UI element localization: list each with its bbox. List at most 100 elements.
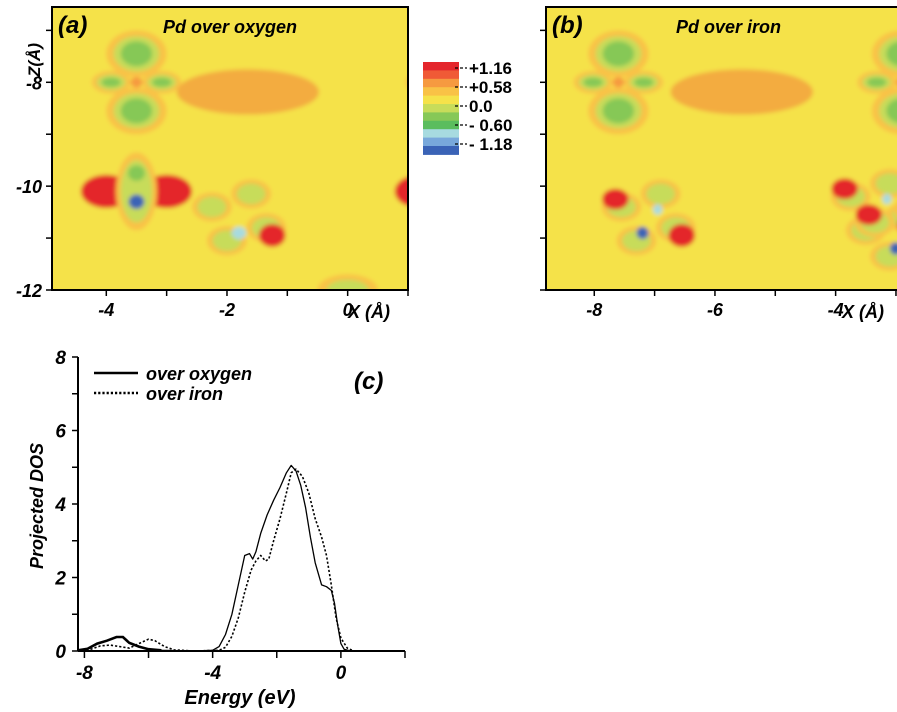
panel-a-xlabel: X (Å) <box>347 302 390 322</box>
colorbar-label: - 1.18 <box>469 135 512 154</box>
panel-c-ylabel: Projected DOS <box>27 443 47 569</box>
feature-dxy_lobes-1-core <box>886 99 897 123</box>
contour-fill <box>546 7 897 290</box>
contour-map-a <box>52 7 506 290</box>
feature-dz2_pd-3-top <box>442 165 459 181</box>
feature-cross_fe-2-red <box>668 224 696 247</box>
colorbar-label: 0.0 <box>469 97 493 116</box>
y-tick-label: 0 <box>55 642 66 663</box>
feature-dxy_lobes-1-core <box>886 41 897 66</box>
feature-cross_fe-4-arm-ring <box>894 202 897 217</box>
panel-c-lines <box>77 464 405 652</box>
x-tick-label: -4 <box>828 300 844 320</box>
y-tick-label: 4 <box>54 495 66 516</box>
colorbar-labels: +1.16+0.580.0- 0.60- 1.18 <box>455 59 512 154</box>
feature-dxy_lobes-1-core <box>867 77 887 87</box>
y-tick-label: 6 <box>55 422 66 443</box>
x-tick-label: 0 <box>336 663 347 684</box>
feature-dxy_lobes-0-core <box>602 98 635 124</box>
feature-cross_fe-2-red2 <box>602 188 629 210</box>
feature-cross_o-4-cyan <box>231 226 247 240</box>
colorbar-swatch <box>423 95 459 105</box>
colorbar-swatch <box>423 137 459 147</box>
colorbar-swatch <box>423 120 459 130</box>
colorbar-swatch <box>423 78 459 88</box>
y-tick-label: 8 <box>55 348 66 369</box>
panel-b: (b) Pd over iron X (Å) -8 -6 -4 <box>540 6 897 322</box>
feature-dxy_lobes-0-center <box>612 77 625 88</box>
feature-dxy_lobes-0-core <box>152 77 172 87</box>
panel-b-tag: (b) <box>552 12 583 39</box>
legend-over-oxygen: over oxygen <box>146 364 252 384</box>
x-tick-label: 0 <box>343 300 353 320</box>
legend: over oxygen over iron <box>94 364 252 404</box>
feature-dxy_lobes-0-core <box>602 41 635 67</box>
series-line-over-oxygen-lowband <box>77 635 162 652</box>
x-tick-label: -6 <box>707 300 724 320</box>
feature-cross_fe-2-blue2 <box>652 204 663 215</box>
y-tick-label: 2 <box>54 569 66 590</box>
feature-dz2_pd-3-mid <box>435 160 466 222</box>
feature-cross_fe-3-arm <box>875 173 897 194</box>
contour-fill <box>52 7 506 290</box>
feature-dz2_pd-2-top <box>128 165 145 181</box>
panel-b-xlabel: X (Å) <box>841 302 884 322</box>
feature-dz2_pd-3-right <box>455 175 506 208</box>
x-tick-label: -8 <box>76 663 93 684</box>
feature-cross_fe-3-red2 <box>831 178 858 200</box>
panel-c-xlabel: Energy (eV) <box>184 687 295 709</box>
colorbar-swatch <box>423 129 459 139</box>
panel-a-tag: (a) <box>58 12 87 39</box>
feature-blob-5-core <box>326 279 369 290</box>
colorbar-swatch <box>423 112 459 122</box>
feature-cross_o-4-red <box>258 224 286 247</box>
x-tick-label: -4 <box>204 663 221 684</box>
y-tick-label: -8 <box>26 73 42 93</box>
panel-b-title: Pd over iron <box>676 17 781 37</box>
contour-background <box>546 7 897 290</box>
panel-a-ticks: -4 -2 0 -8 -10 -12 <box>16 29 409 320</box>
panel-a: (a) Pd over oxygen Z(Å) X (Å) -4 -2 0 -8 -10… <box>16 6 506 322</box>
colorbar-label: +1.16 <box>469 59 512 78</box>
panel-a-frame <box>51 6 409 291</box>
series-line-over-iron <box>77 468 405 652</box>
panel-c-tag: (c) <box>354 368 383 395</box>
x-tick-label: -2 <box>219 300 235 320</box>
feature-dxy_lobes-0-core <box>583 77 603 87</box>
feature-dz2_pd-3-bottom <box>442 194 458 209</box>
panel-a-ylabel: Z(Å) <box>25 43 44 78</box>
colorbar-swatch <box>423 146 459 155</box>
feature-dz2_pd-2-bottom <box>128 194 145 209</box>
feature-cross_o-4-arm <box>236 183 266 205</box>
colorbar-swatches <box>423 62 459 155</box>
colorbar: +1.16+0.580.0- 0.60- 1.18 <box>423 59 512 155</box>
feature-dxy_lobes-0-core <box>120 98 153 124</box>
panel-b-frame <box>545 6 897 291</box>
series-line-over-oxygen <box>77 464 405 652</box>
colorbar-swatch <box>423 62 459 71</box>
panel-b-ticks: -8 -6 -4 <box>540 29 897 320</box>
feature-cross_fe-2-blue <box>636 226 649 240</box>
legend-over-iron: over iron <box>146 384 223 404</box>
feature-dz2_pd-3-ring <box>430 152 471 230</box>
y-tick-label: -10 <box>16 177 42 197</box>
feature-dxy_lobes-0-core <box>634 77 654 87</box>
panel-c-axes: -8 -4 0 0 2 4 6 8 <box>54 348 406 684</box>
contour-map-b <box>546 7 897 290</box>
feature-cross_fe-4-blue <box>889 242 897 255</box>
panel-a-title: Pd over oxygen <box>163 17 297 37</box>
colorbar-swatch <box>423 70 459 80</box>
colorbar-swatch <box>423 104 459 113</box>
panel-c: -8 -4 0 0 2 4 6 8 over oxygen over iron (c) Pro… <box>27 348 406 709</box>
colorbar-swatch <box>423 87 459 97</box>
feature-dz2_pd-3-left <box>394 176 408 206</box>
feature-dxy_lobes-0-core <box>101 77 121 87</box>
feature-cross_fe-3-blue2 <box>882 193 892 205</box>
feature-dxy_lobes-0-center <box>130 77 143 88</box>
contour-band <box>670 69 813 115</box>
y-tick-label: -12 <box>16 281 42 301</box>
colorbar-label: - 0.60 <box>469 116 512 135</box>
feature-cross_o-4-arm <box>197 196 227 218</box>
feature-cross_fe-2-arm <box>646 183 676 205</box>
